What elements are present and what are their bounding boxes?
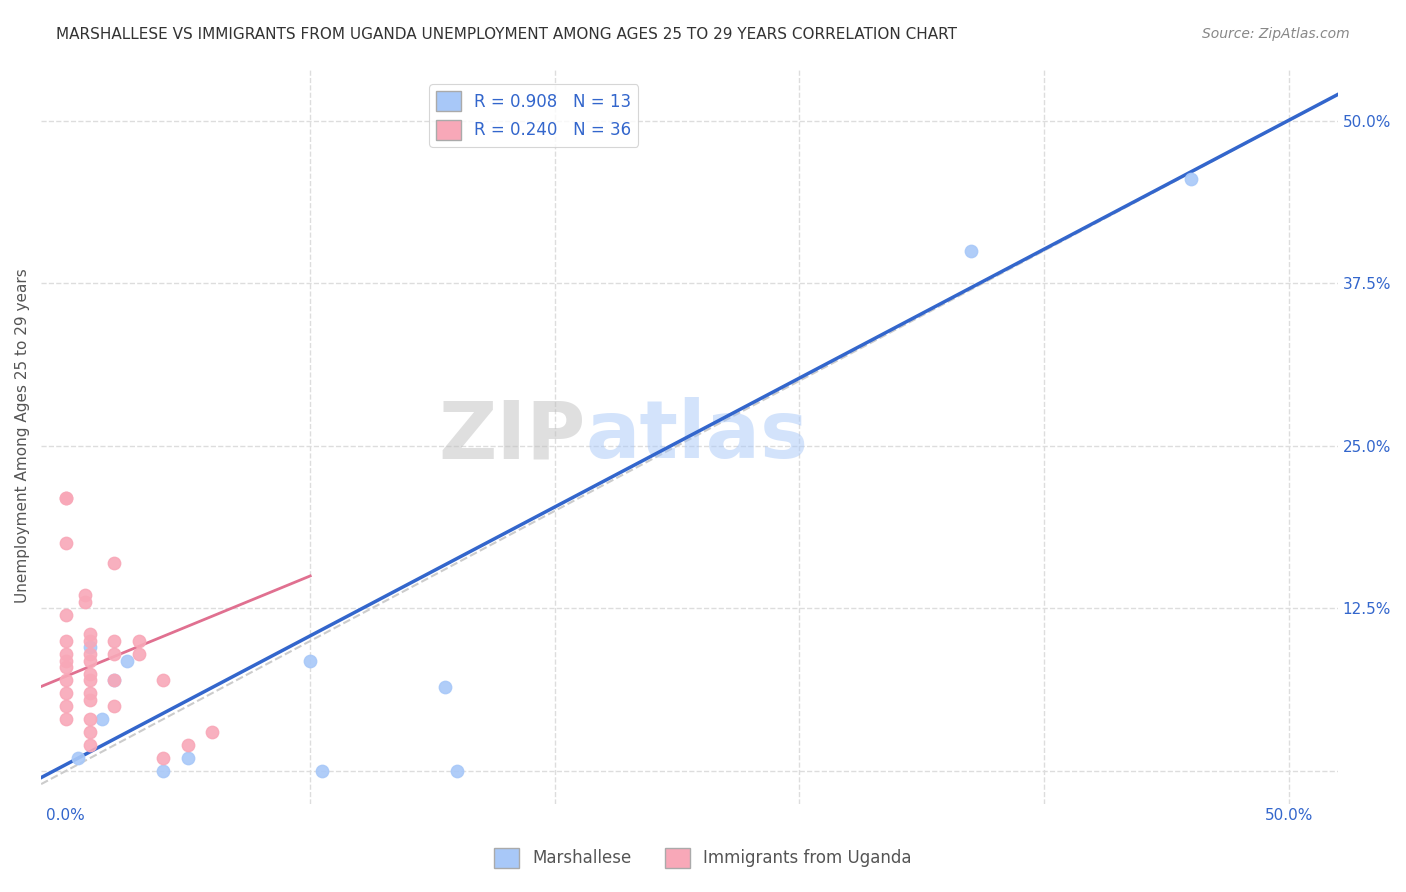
Point [55,686,77,700]
Point [128,634,150,648]
Point [55,653,77,667]
Point [79,692,101,706]
Point [152,673,174,687]
Text: ZIP: ZIP [439,397,586,475]
Point [79,647,101,661]
Point [55,647,77,661]
Point [103,673,125,687]
Text: Source: ZipAtlas.com: Source: ZipAtlas.com [1202,27,1350,41]
Point [1180,172,1202,186]
Point [103,556,125,570]
Point [446,764,468,778]
Point [55,491,77,505]
Point [177,751,200,765]
Point [55,607,77,622]
Legend: Marshallese, Immigrants from Uganda: Marshallese, Immigrants from Uganda [488,841,918,875]
Point [79,640,101,655]
Point [128,647,150,661]
Point [103,647,125,661]
Text: MARSHALLESE VS IMMIGRANTS FROM UGANDA UNEMPLOYMENT AMONG AGES 25 TO 29 YEARS COR: MARSHALLESE VS IMMIGRANTS FROM UGANDA UN… [56,27,957,42]
Point [55,699,77,714]
Point [103,673,125,687]
Point [75,595,97,609]
Point [311,764,333,778]
Point [79,634,101,648]
Point [433,680,456,694]
Legend: R = 0.908   N = 13, R = 0.240   N = 36: R = 0.908 N = 13, R = 0.240 N = 36 [429,84,638,146]
Point [75,589,97,603]
Point [55,536,77,550]
Point [79,725,101,739]
Point [79,686,101,700]
Point [91,712,114,726]
Point [55,634,77,648]
Point [79,653,101,667]
Point [299,653,322,667]
Point [55,660,77,674]
Point [103,699,125,714]
Point [79,666,101,681]
Point [152,764,174,778]
Point [152,751,174,765]
Text: atlas: atlas [586,397,808,475]
Point [66,751,89,765]
Point [79,627,101,641]
Point [55,712,77,726]
Point [959,244,981,258]
Point [55,673,77,687]
Point [201,725,224,739]
Point [79,738,101,752]
Point [103,634,125,648]
Point [55,491,77,505]
Y-axis label: Unemployment Among Ages 25 to 29 years: Unemployment Among Ages 25 to 29 years [15,268,30,604]
Point [115,653,138,667]
Point [79,712,101,726]
Point [177,738,200,752]
Point [79,673,101,687]
